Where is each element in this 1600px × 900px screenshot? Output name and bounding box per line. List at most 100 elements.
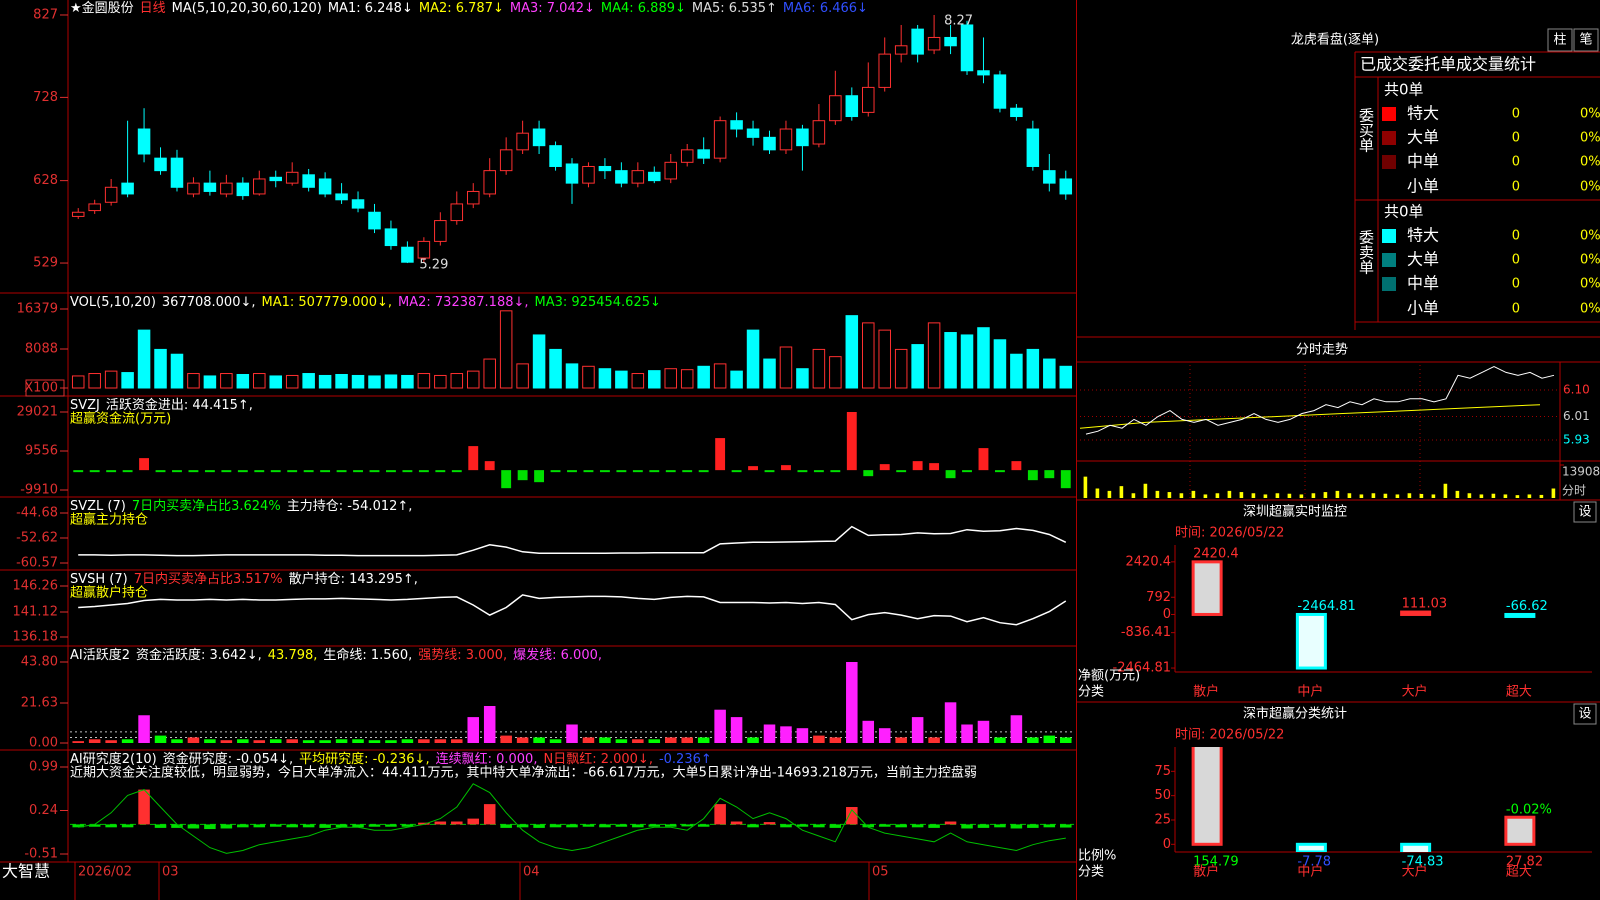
activity-bar: [664, 737, 677, 743]
activity-bar: [368, 740, 381, 743]
minute-vol: [1383, 493, 1388, 498]
research-bar: [401, 824, 414, 827]
order-count: 0: [1512, 107, 1520, 122]
panel-header: SVZL (7) 7日内买卖净占比3.624% 主力持仓: -54.012↑,: [70, 498, 412, 514]
activity-bar: [1060, 737, 1072, 743]
volume-bar: [351, 374, 365, 389]
monitor-title: 深市超赢分类统计: [1243, 706, 1347, 722]
header-item: 日线: [140, 1, 166, 16]
minute-vol: [1395, 494, 1400, 498]
candle-body: [648, 171, 661, 182]
header-item: 43.798,: [268, 648, 318, 663]
activity-bar: [88, 739, 101, 743]
fund-flow-bar: [1060, 470, 1071, 489]
research-bar: [747, 824, 759, 828]
candle-body: [285, 171, 299, 184]
volume-bar: [516, 363, 529, 389]
activity-bar: [187, 737, 200, 743]
fund-flow-bar: [912, 461, 923, 471]
settings-button[interactable]: [1573, 703, 1597, 725]
minute-vol: [1443, 483, 1448, 498]
y-tick-label: -52.62: [16, 530, 58, 545]
value-label: -2464.81: [1297, 599, 1355, 614]
header-item: SVZJ: [70, 398, 100, 413]
minute-vol: [1143, 483, 1148, 498]
volume-bar: [384, 374, 398, 389]
avg-line: [1079, 404, 1541, 429]
candle-body: [532, 128, 546, 147]
candle-body: [796, 128, 809, 147]
y-tick-label: 0.99: [29, 759, 58, 774]
minute-title: 分时走势: [1296, 342, 1348, 358]
order-count: 0: [1512, 277, 1520, 292]
fund-flow-bar: [616, 470, 627, 473]
research-bar: [154, 824, 167, 828]
monitor-bar: [1400, 842, 1432, 852]
settings-button[interactable]: [1573, 501, 1597, 523]
research-bar: [977, 824, 990, 828]
research-bar: [72, 824, 84, 828]
candle-body: [466, 190, 480, 205]
activity-bar: [813, 735, 825, 743]
fund-flow-bar: [1027, 470, 1038, 481]
y-tick-label: -9910: [20, 483, 58, 498]
volume-bar: [335, 373, 348, 389]
button[interactable]: [1573, 28, 1599, 52]
fund-flow-bar: [188, 470, 199, 473]
header-item: MA5: 6.535↑: [692, 1, 777, 16]
candle-body: [318, 178, 332, 195]
minute-vol: [1299, 494, 1304, 498]
research-bar: [385, 824, 397, 827]
panel-subtitle: 超赢资金流(万元): [70, 411, 171, 427]
right-area: 龙虎看盘(逐单) 柱笔已成交委托单成交量统计共0单委买单 特大 0 0%大单 0 0%中单 0…: [1076, 28, 1600, 880]
order-pct: 0%: [1580, 277, 1600, 292]
fund-flow-bar: [748, 466, 758, 471]
volume-bar: [763, 358, 776, 389]
panel-header: AI活跃度2 资金活跃度: 3.642↓, 43.798, 生命线: 1.560, 强势…: [70, 647, 602, 663]
research-bar: [763, 822, 776, 825]
volume-bar: [730, 370, 743, 389]
minute-vol: [1275, 493, 1280, 498]
volume-bar: [417, 373, 431, 389]
fund-flow-bar: [698, 470, 709, 473]
header-item: -0.236↑: [659, 752, 712, 767]
order-swatch: [1382, 229, 1396, 243]
minute-vol: [1539, 494, 1544, 498]
minute-vol: [1263, 494, 1268, 498]
candle-body: [434, 220, 447, 242]
fund-flow-bar: [978, 448, 989, 471]
research-line: [78, 783, 1066, 854]
activity-bar: [319, 740, 331, 743]
volume-bar: [648, 370, 661, 389]
activity-bar: [730, 717, 743, 743]
monitor-tick-label: 25: [1154, 812, 1171, 827]
candle-body: [763, 136, 776, 151]
category-label: 超大: [1506, 865, 1532, 880]
activity-bar: [747, 737, 759, 743]
activity-bar: [72, 741, 84, 743]
activity-bar: [418, 739, 430, 743]
order-label: 特大: [1407, 226, 1439, 245]
y-tick-label: 21.63: [21, 695, 58, 710]
header-item: VOL(5,10,20): [70, 295, 156, 310]
header-item: 散户持仓: 143.295↑,: [289, 571, 418, 587]
candle-body: [565, 163, 579, 184]
volume-bar: [104, 370, 118, 389]
volume-bar: [680, 369, 694, 389]
button[interactable]: [1547, 28, 1573, 52]
minute-vol: [1311, 493, 1316, 498]
monitor-tick-label: -2464.81: [1113, 661, 1171, 676]
volume-bar: [253, 373, 266, 389]
research-bar: [187, 824, 200, 829]
candle-body: [104, 186, 118, 203]
header-item: MA1: 507779.000↓,: [262, 295, 393, 310]
candle-body: [351, 199, 365, 209]
activity-bar: [615, 739, 628, 743]
research-bar: [483, 804, 496, 825]
activity-bar: [138, 715, 150, 743]
activity-bar: [549, 739, 562, 743]
fund-flow-bar: [929, 463, 940, 471]
